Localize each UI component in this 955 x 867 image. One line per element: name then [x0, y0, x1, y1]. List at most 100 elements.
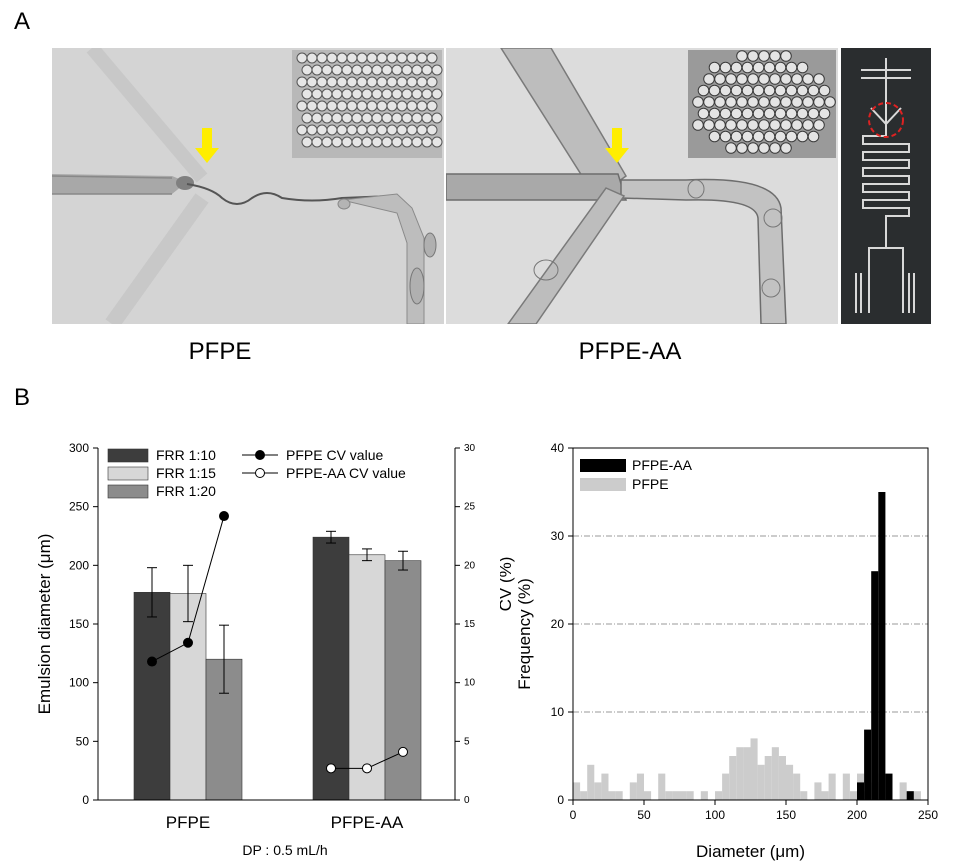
droplet-icon [758, 119, 770, 131]
droplet-icon [813, 96, 825, 108]
droplet-icon [426, 100, 438, 112]
droplet-icon [774, 84, 787, 97]
histogram-bar [672, 791, 680, 800]
droplet-icon [431, 64, 443, 76]
bar-chart-emulsion-diameter: 0 50 100 150 200 250 300 0 5 10 15 20 25 30 Emulsion d… [35, 441, 476, 858]
y-tick-label: 0 [82, 793, 89, 807]
droplet-icon [356, 124, 368, 136]
histogram-diameter: 0 10 20 30 40 0 50 100 150 200 250 Frequency (%)CV … [500, 441, 938, 861]
droplet-icon [780, 50, 792, 62]
caption-pfpe: PFPE [188, 338, 252, 365]
droplet-icon [752, 130, 765, 143]
droplet-icon [421, 136, 433, 148]
histogram-bar [821, 791, 829, 800]
droplet-icon [785, 84, 798, 97]
droplet-icon [341, 88, 353, 100]
histogram-bar [757, 764, 765, 800]
chip-photo [841, 48, 931, 324]
histogram-bar [736, 747, 744, 800]
droplet-icon [697, 84, 710, 97]
y2-tick-label: 10 [464, 678, 476, 689]
droplet-icon [774, 107, 787, 120]
caption-pfpe-aa: PFPE-AA [578, 338, 682, 365]
droplet-icon [769, 119, 781, 131]
droplet-icon [741, 130, 754, 143]
droplet-icon [791, 73, 803, 85]
droplet-icon [416, 100, 428, 112]
droplet-icon [813, 73, 825, 85]
droplet-icon [301, 112, 313, 124]
droplet-icon [763, 61, 776, 74]
droplet-icon [341, 64, 353, 76]
y2-tick-label: 15 [464, 619, 476, 630]
droplet-icon [296, 52, 308, 64]
droplet-icon [411, 136, 423, 148]
droplet-icon [316, 76, 328, 88]
droplet-icon [807, 107, 820, 120]
droplet-icon [818, 84, 831, 97]
droplet-icon [301, 88, 313, 100]
histogram-bar [573, 782, 581, 800]
droplet-icon [774, 61, 787, 74]
histogram-bar [636, 773, 644, 800]
histogram-bar [828, 773, 836, 800]
droplet-icon [719, 84, 732, 97]
y-tick-label: 300 [69, 441, 89, 455]
droplet-icon [785, 130, 798, 143]
droplet-icon [351, 112, 363, 124]
droplet-icon [406, 76, 418, 88]
droplet-icon [391, 112, 403, 124]
droplet-icon [376, 76, 388, 88]
droplet-icon [376, 124, 388, 136]
droplet-icon [730, 107, 743, 120]
droplet-icon [306, 100, 318, 112]
histogram-bar [700, 791, 708, 800]
legend-swatch [580, 478, 626, 491]
histogram-bar [793, 773, 801, 800]
droplet-icon [741, 107, 754, 120]
y2-tick-label: 0 [464, 795, 470, 806]
y2-tick-label: 30 [464, 443, 476, 454]
droplet-icon [371, 88, 383, 100]
droplet-icon [741, 84, 754, 97]
droplet-icon [780, 96, 792, 108]
y2-axis-title: CV (%) [500, 557, 515, 612]
droplet-icon [386, 76, 398, 88]
droplet-icon [785, 61, 798, 74]
droplet-icon [386, 100, 398, 112]
droplet-icon [351, 64, 363, 76]
droplet-icon [306, 76, 318, 88]
droplet-icon [703, 96, 715, 108]
droplet-icon [401, 112, 413, 124]
histogram-bar [679, 791, 687, 800]
droplet-icon [747, 50, 759, 62]
droplet-icon [366, 52, 378, 64]
arrow-icon [195, 128, 219, 163]
legend-label: FRR 1:15 [156, 465, 216, 481]
histogram-bar [715, 791, 723, 800]
droplet-icon [758, 73, 770, 85]
droplet-icon [296, 76, 308, 88]
droplet-icon [421, 112, 433, 124]
legend-marker [255, 450, 265, 460]
histogram-bar [906, 791, 914, 800]
cv-point [183, 637, 193, 648]
droplet-icon [406, 100, 418, 112]
droplet-icon [730, 61, 743, 74]
droplet-icon [725, 119, 737, 131]
droplet-icon [411, 88, 423, 100]
histogram-bar [871, 571, 879, 800]
histogram-bar [594, 782, 602, 800]
histogram-bar [644, 791, 652, 800]
droplet-icon [306, 52, 318, 64]
droplet-icon [396, 124, 408, 136]
droplet-icon [401, 88, 413, 100]
droplet-icon [386, 52, 398, 64]
droplet-icon [336, 52, 348, 64]
droplet-icon [780, 73, 792, 85]
histogram-bar [750, 738, 758, 800]
micrograph-pfpe [52, 48, 444, 324]
droplet-icon [780, 142, 792, 154]
x-tick-label: 0 [570, 808, 577, 822]
droplet-icon [316, 100, 328, 112]
